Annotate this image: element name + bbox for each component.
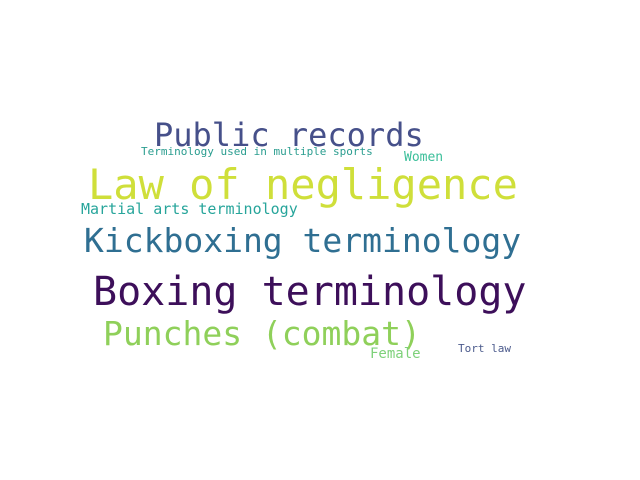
word-female: Female <box>370 346 421 362</box>
word-women: Women <box>404 150 444 165</box>
word-boxing-terminology: Boxing terminology <box>93 269 527 315</box>
word-law-of-negligence: Law of negligence <box>88 160 518 209</box>
word-public-records: Public records <box>154 116 424 154</box>
word-punches-combat: Punches (combat) <box>103 314 421 353</box>
word-terminology-used-in-multiple-sports: Terminology used in multiple sports <box>141 145 373 158</box>
word-kickboxing-terminology: Kickboxing terminology <box>84 221 522 260</box>
word-martial-arts-terminology: Martial arts terminology <box>81 200 298 218</box>
word-tort-law: Tort law <box>458 342 511 355</box>
